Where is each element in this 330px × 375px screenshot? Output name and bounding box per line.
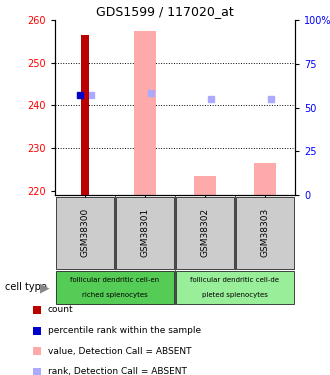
Bar [176, 196, 234, 268]
Bar [236, 196, 294, 268]
Text: rank, Detection Call = ABSENT: rank, Detection Call = ABSENT [48, 368, 187, 375]
Text: GSM38301: GSM38301 [141, 208, 149, 257]
Bar [134, 31, 156, 195]
Bar [56, 196, 114, 268]
Text: value, Detection Call = ABSENT: value, Detection Call = ABSENT [48, 347, 191, 356]
Text: GSM38300: GSM38300 [81, 208, 89, 257]
Text: pleted splenocytes: pleted splenocytes [202, 292, 268, 298]
Text: count: count [48, 306, 74, 315]
Text: follicular dendritic cell-de: follicular dendritic cell-de [190, 278, 280, 284]
Text: follicular dendritic cell-en: follicular dendritic cell-en [70, 278, 160, 284]
Text: GDS1599 / 117020_at: GDS1599 / 117020_at [96, 5, 234, 18]
Bar [81, 35, 89, 195]
Text: GSM38302: GSM38302 [201, 208, 210, 257]
Bar [176, 272, 294, 304]
Bar [116, 196, 174, 268]
Text: ▶: ▶ [40, 281, 50, 294]
Text: percentile rank within the sample: percentile rank within the sample [48, 326, 201, 335]
Bar [253, 163, 277, 195]
Bar [194, 176, 216, 195]
Text: cell type: cell type [5, 282, 47, 292]
Text: riched splenocytes: riched splenocytes [82, 292, 148, 298]
Bar [55, 272, 174, 304]
Text: GSM38303: GSM38303 [260, 208, 270, 257]
